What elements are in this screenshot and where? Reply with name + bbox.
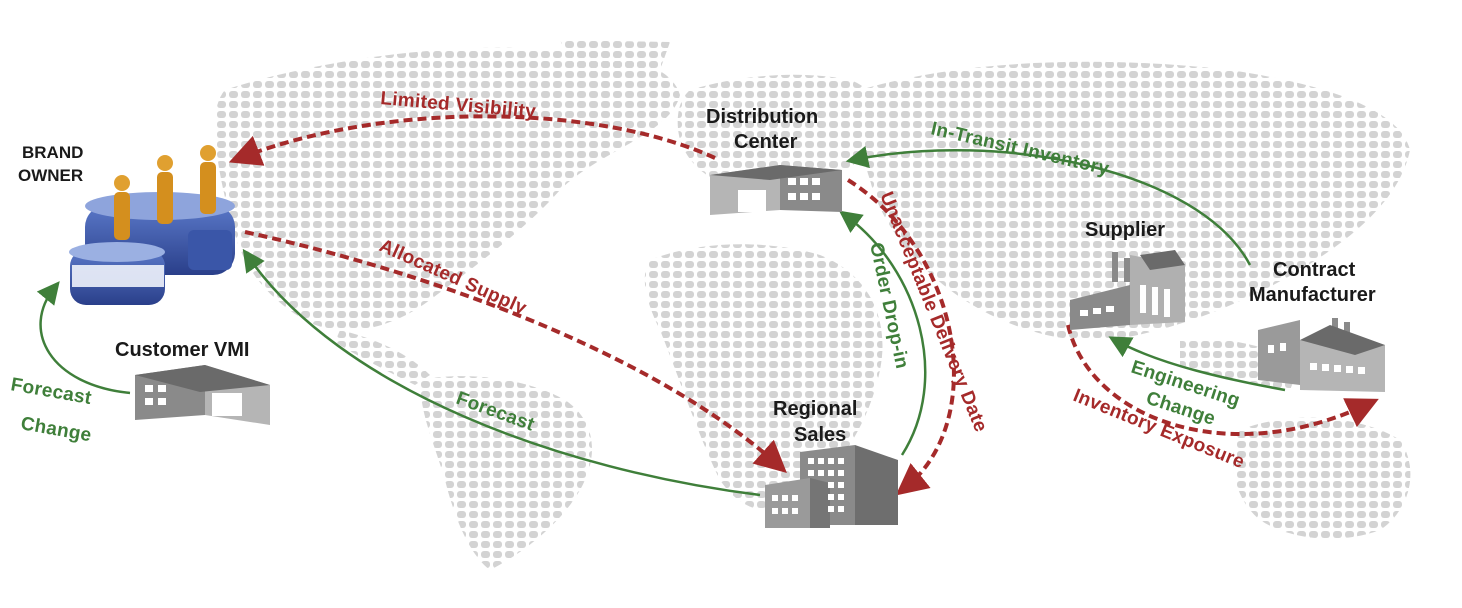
regional-sales-node: Regional Sales [765, 398, 898, 528]
contract-manufacturer-node: Contract Manufacturer [1249, 259, 1385, 392]
people-on-blue-platform-icon [69, 145, 235, 305]
limited-visibility-arrow [228, 114, 716, 166]
map-north-america [215, 47, 680, 331]
warehouse-icon [135, 365, 270, 425]
contract-manufacturer-label-line2: Manufacturer [1249, 284, 1376, 306]
engineering-change-arrow [1108, 336, 1286, 392]
factory-icon [1258, 318, 1385, 392]
forecast-change-label-line2: Change [19, 413, 93, 446]
brand-owner-label-line2: OWNER [18, 166, 83, 185]
customer-vmi-label: Customer VMI [115, 339, 249, 361]
office-building-icon [765, 445, 898, 528]
order-drop-in-arrow [838, 210, 927, 456]
in-transit-inventory-arrow [845, 145, 1252, 266]
world-map-background [215, 40, 1411, 570]
factory-icon [1070, 250, 1185, 330]
unacceptable-delivery-date-arrow [846, 178, 956, 496]
warehouse-icon [710, 165, 842, 215]
map-greenland [560, 40, 670, 72]
regional-sales-label-line1: Regional [773, 398, 857, 420]
forecast-change-arrow [36, 281, 131, 395]
supplier-node: Supplier [1070, 219, 1185, 330]
brand-owner-label-line1: BRAND [22, 143, 83, 162]
distribution-center-label-line2: Center [734, 131, 798, 153]
distribution-center-node: Distribution Center [706, 106, 842, 215]
map-australia [1232, 417, 1411, 539]
info-flows [36, 145, 1286, 497]
map-europe [677, 74, 879, 190]
map-asia [858, 61, 1410, 341]
customer-vmi-node: Customer VMI [115, 339, 270, 425]
brand-owner-node: BRAND OWNER [18, 143, 235, 305]
regional-sales-label-line2: Sales [794, 424, 846, 446]
map-south-america [420, 376, 592, 570]
map-africa [644, 244, 883, 511]
allocated-supply-arrow [244, 230, 787, 474]
risk-flows [228, 114, 1379, 496]
distribution-center-label-line1: Distribution [706, 106, 818, 128]
supplier-label: Supplier [1085, 219, 1165, 241]
contract-manufacturer-label-line1: Contract [1273, 259, 1356, 281]
forecast-arrow [242, 248, 761, 497]
map-central-america [335, 330, 430, 385]
